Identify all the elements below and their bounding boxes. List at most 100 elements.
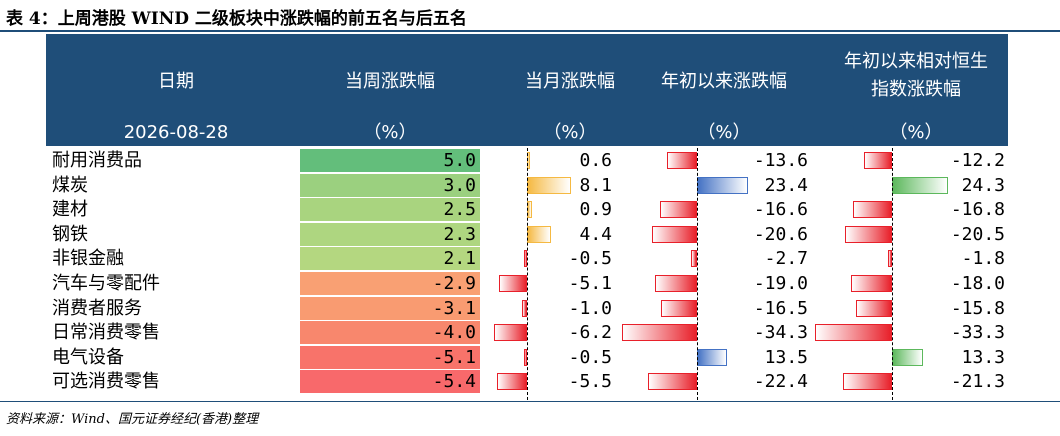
week-change-cell: -5.1 <box>300 345 480 369</box>
month-change-value: 0.9 <box>579 199 612 221</box>
rel-change-value: -33.3 <box>950 322 1005 344</box>
table-row: 可选消费零售 -5.4 -5.5 -22.4 -21.3 <box>0 370 1060 394</box>
table-row: 非银金融 2.1 -0.5 -2.7 -1.8 <box>0 247 1060 271</box>
ytd-change-value: 23.4 <box>764 174 808 196</box>
table-row: 煤炭 3.0 8.1 23.4 24.3 <box>0 173 1060 198</box>
table-row: 建材 2.5 0.9 -16.6 -16.8 <box>0 198 1060 222</box>
table-row: 日常消费零售 -4.0 -6.2 -34.3 -33.3 <box>0 321 1060 345</box>
source-note: 资料来源：Wind、国元证券经纪(香港)整理 <box>6 412 259 427</box>
week-change-cell: 2.1 <box>300 247 480 271</box>
sector-name: 耐用消费品 <box>52 150 142 171</box>
ytd-change-value: -20.6 <box>753 223 808 245</box>
header-week: 当周涨跌幅 <box>345 71 435 92</box>
week-change-value: 2.3 <box>443 223 476 245</box>
header-ytd-unit: （%） <box>697 122 751 143</box>
month-change-value: -0.5 <box>568 346 612 368</box>
month-change-value: -5.1 <box>568 273 612 294</box>
sector-name: 非银金融 <box>52 248 124 270</box>
table-row: 电气设备 -5.1 -0.5 13.5 13.3 <box>0 345 1060 370</box>
month-change-bar <box>524 250 527 268</box>
ytd-change-value: -13.6 <box>753 150 808 171</box>
rel-change-value: 24.3 <box>961 174 1005 196</box>
header-rel-unit: （%） <box>889 122 943 143</box>
month-change-value: -0.5 <box>568 248 612 270</box>
sector-name: 电气设备 <box>52 346 124 368</box>
table-row: 汽车与零配件 -2.9 -5.1 -19.0 -18.0 <box>0 272 1060 296</box>
sector-name: 建材 <box>52 199 88 221</box>
ytd-zero-axis <box>697 148 698 400</box>
ytd-change-value: -16.5 <box>753 297 808 319</box>
ytd-change-bar <box>651 225 697 243</box>
table-row: 消费者服务 -3.1 -1.0 -16.5 -15.8 <box>0 296 1060 321</box>
header-rel-line1: 年初以来相对恒生 <box>844 51 988 72</box>
rel-change-bar <box>887 250 892 268</box>
rel-change-value: -12.2 <box>950 150 1005 171</box>
rel-zero-axis <box>892 148 893 400</box>
week-change-cell: -2.9 <box>300 272 480 295</box>
ytd-change-value: -22.4 <box>753 371 808 393</box>
rel-change-bar <box>892 176 948 194</box>
sector-name: 汽车与零配件 <box>52 273 160 294</box>
week-change-value: -3.1 <box>432 297 476 319</box>
header-rel-line2: 指数涨跌幅 <box>871 79 961 100</box>
month-change-bar <box>493 324 527 342</box>
sector-name: 钢铁 <box>52 223 88 245</box>
rel-change-value: -21.3 <box>950 371 1005 393</box>
sector-name: 日常消费零售 <box>52 322 160 344</box>
ytd-change-bar <box>660 201 697 219</box>
week-change-cell: 2.5 <box>300 198 480 222</box>
table-row: 钢铁 2.3 4.4 -20.6 -20.5 <box>0 222 1060 247</box>
week-change-cell: -3.1 <box>300 296 480 320</box>
header-ytd: 年初以来涨跌幅 <box>661 71 787 92</box>
week-change-cell: 3.0 <box>300 173 480 197</box>
sector-name: 可选消费零售 <box>52 371 160 393</box>
rel-change-value: -18.0 <box>950 273 1005 294</box>
ytd-change-bar <box>621 324 697 342</box>
ytd-change-value: -34.3 <box>753 322 808 344</box>
week-change-cell: 5.0 <box>300 149 480 172</box>
week-change-value: 2.1 <box>443 248 476 270</box>
month-change-bar <box>499 275 527 292</box>
rel-change-value: 13.3 <box>961 346 1005 368</box>
week-change-cell: -5.4 <box>300 370 480 394</box>
week-change-cell: 2.3 <box>300 222 480 246</box>
sector-name: 煤炭 <box>52 174 88 196</box>
month-change-value: -6.2 <box>568 322 612 344</box>
week-change-value: 3.0 <box>443 174 476 196</box>
week-change-value: -5.1 <box>432 346 476 368</box>
ytd-change-bar <box>691 250 697 268</box>
ytd-change-value: -19.0 <box>753 273 808 294</box>
month-change-bar <box>521 299 527 317</box>
week-change-value: -2.9 <box>432 273 476 294</box>
rel-change-bar <box>850 275 892 292</box>
ytd-change-value: 13.5 <box>764 346 808 368</box>
rel-change-bar <box>844 225 892 243</box>
week-change-value: 2.5 <box>443 199 476 221</box>
header-month: 当月涨跌幅 <box>525 71 615 92</box>
month-change-bar <box>527 176 571 194</box>
ytd-change-value: -16.6 <box>753 199 808 221</box>
ytd-change-bar <box>697 176 749 194</box>
rel-change-value: -1.8 <box>961 248 1005 270</box>
header-date-value: 2026-08-28 <box>123 122 229 143</box>
week-change-cell: -4.0 <box>300 321 480 345</box>
rel-change-bar <box>815 324 892 342</box>
week-change-value: -5.4 <box>432 371 476 393</box>
header-week-unit: （%） <box>363 122 417 143</box>
rel-change-bar <box>863 152 892 169</box>
week-change-value: 5.0 <box>443 150 476 171</box>
rel-change-value: -15.8 <box>950 297 1005 319</box>
sector-name: 消费者服务 <box>52 297 142 319</box>
month-change-bar <box>497 373 527 391</box>
ytd-change-bar <box>697 348 727 366</box>
header-date: 日期 <box>158 71 194 92</box>
month-change-value: 8.1 <box>579 174 612 196</box>
week-change-value: -4.0 <box>432 322 476 344</box>
bottom-rule <box>0 401 1060 402</box>
month-change-bar <box>527 225 551 243</box>
month-change-value: 0.6 <box>579 150 612 171</box>
table-header: 日期 2026-08-28 当周涨跌幅 （%） 当月涨跌幅 （%） 年初以来涨跌… <box>46 34 1008 146</box>
month-change-value: -5.5 <box>568 371 612 393</box>
rel-change-bar <box>892 348 923 366</box>
month-change-bar <box>524 348 527 366</box>
